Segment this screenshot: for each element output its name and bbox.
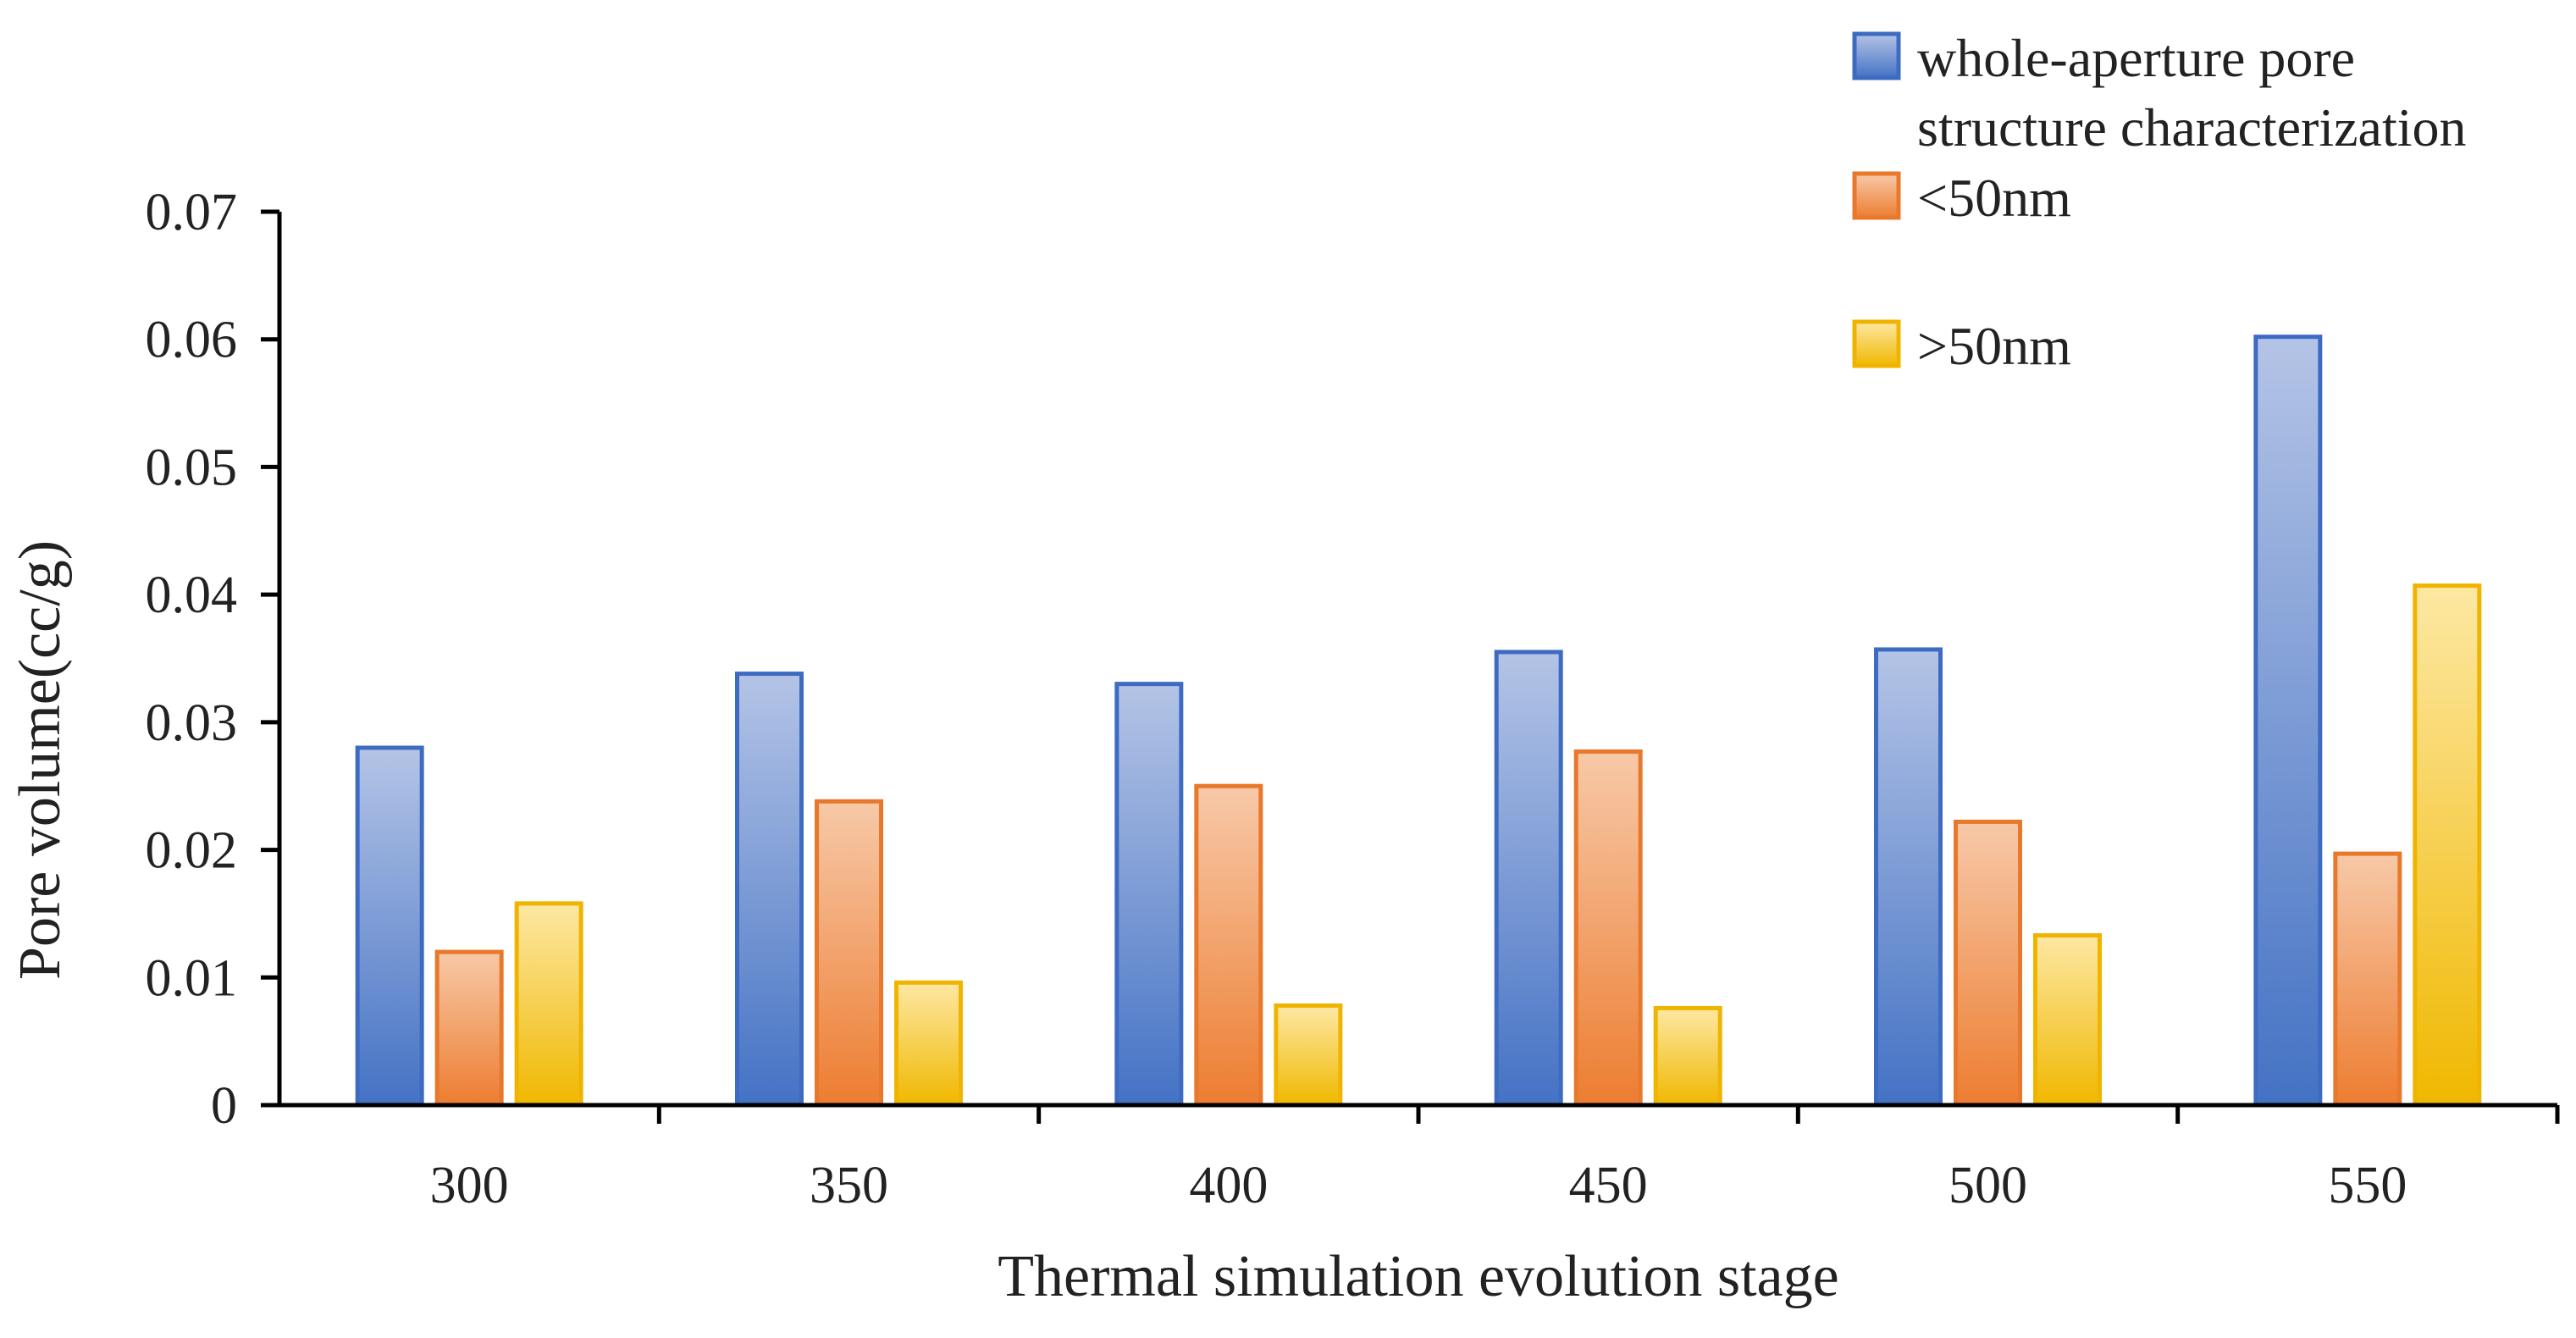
y-tick-label: 0 (211, 1077, 237, 1135)
legend-label-2: >50nm (1917, 316, 2071, 376)
x-tick-label: 500 (1949, 1157, 2027, 1214)
y-tick-label: 0.04 (146, 567, 238, 624)
bar-550-series-2 (2413, 583, 2482, 1108)
legend: whole-aperture pore structure characteriz… (1852, 28, 2467, 376)
bar-400-series-2 (1274, 1003, 1343, 1108)
y-ticks: 0 0.01 0.02 0.03 0.04 0.05 0.06 0.07 (146, 184, 279, 1135)
x-tick-label: 450 (1569, 1157, 1648, 1214)
bar-300-series-2 (514, 901, 583, 1108)
bar-400-series-0 (1114, 682, 1184, 1108)
y-tick-label: 0.06 (146, 312, 238, 369)
bar-350-series-2 (894, 980, 963, 1108)
bar-400-series-1 (1194, 783, 1263, 1108)
y-tick-label: 0.02 (146, 822, 238, 880)
x-tick-label: 350 (810, 1157, 888, 1214)
x-tick-label: 400 (1189, 1157, 1268, 1214)
x-tick-label: 550 (2328, 1157, 2407, 1214)
bar-550-series-1 (2333, 851, 2402, 1108)
bars-layer (355, 334, 2482, 1108)
bar-350-series-1 (815, 799, 883, 1108)
legend-swatch-0 (1852, 31, 1901, 80)
x-axis-title: Thermal simulation evolution stage (998, 1244, 1838, 1309)
legend-label-0: structure characterization (1917, 97, 2467, 158)
bar-300-series-0 (355, 745, 424, 1108)
bar-500-series-2 (2033, 933, 2102, 1108)
legend-label-1: <50nm (1917, 168, 2071, 228)
legend-label-0: whole-aperture pore (1917, 28, 2355, 88)
bar-500-series-0 (1874, 647, 1943, 1108)
bar-550-series-0 (2253, 334, 2323, 1108)
y-tick-label: 0.03 (146, 694, 238, 752)
x-ticks: 300 350 400 450 500 550 (430, 1105, 2560, 1214)
bar-300-series-1 (434, 949, 504, 1108)
axes (277, 212, 2557, 1108)
y-tick-label: 0.07 (146, 184, 238, 241)
y-tick-label: 0.05 (146, 439, 238, 496)
legend-swatch-2 (1852, 319, 1901, 368)
legend-swatch-1 (1852, 171, 1901, 220)
bar-350-series-0 (735, 672, 804, 1108)
bar-500-series-1 (1954, 819, 2022, 1108)
bar-450-series-0 (1494, 650, 1563, 1108)
y-tick-label: 0.01 (146, 949, 238, 1007)
bar-450-series-1 (1573, 749, 1643, 1108)
y-axis-title: Pore volume(cc/g) (8, 540, 73, 980)
bar-450-series-2 (1653, 1005, 1722, 1108)
x-tick-label: 300 (430, 1157, 509, 1214)
